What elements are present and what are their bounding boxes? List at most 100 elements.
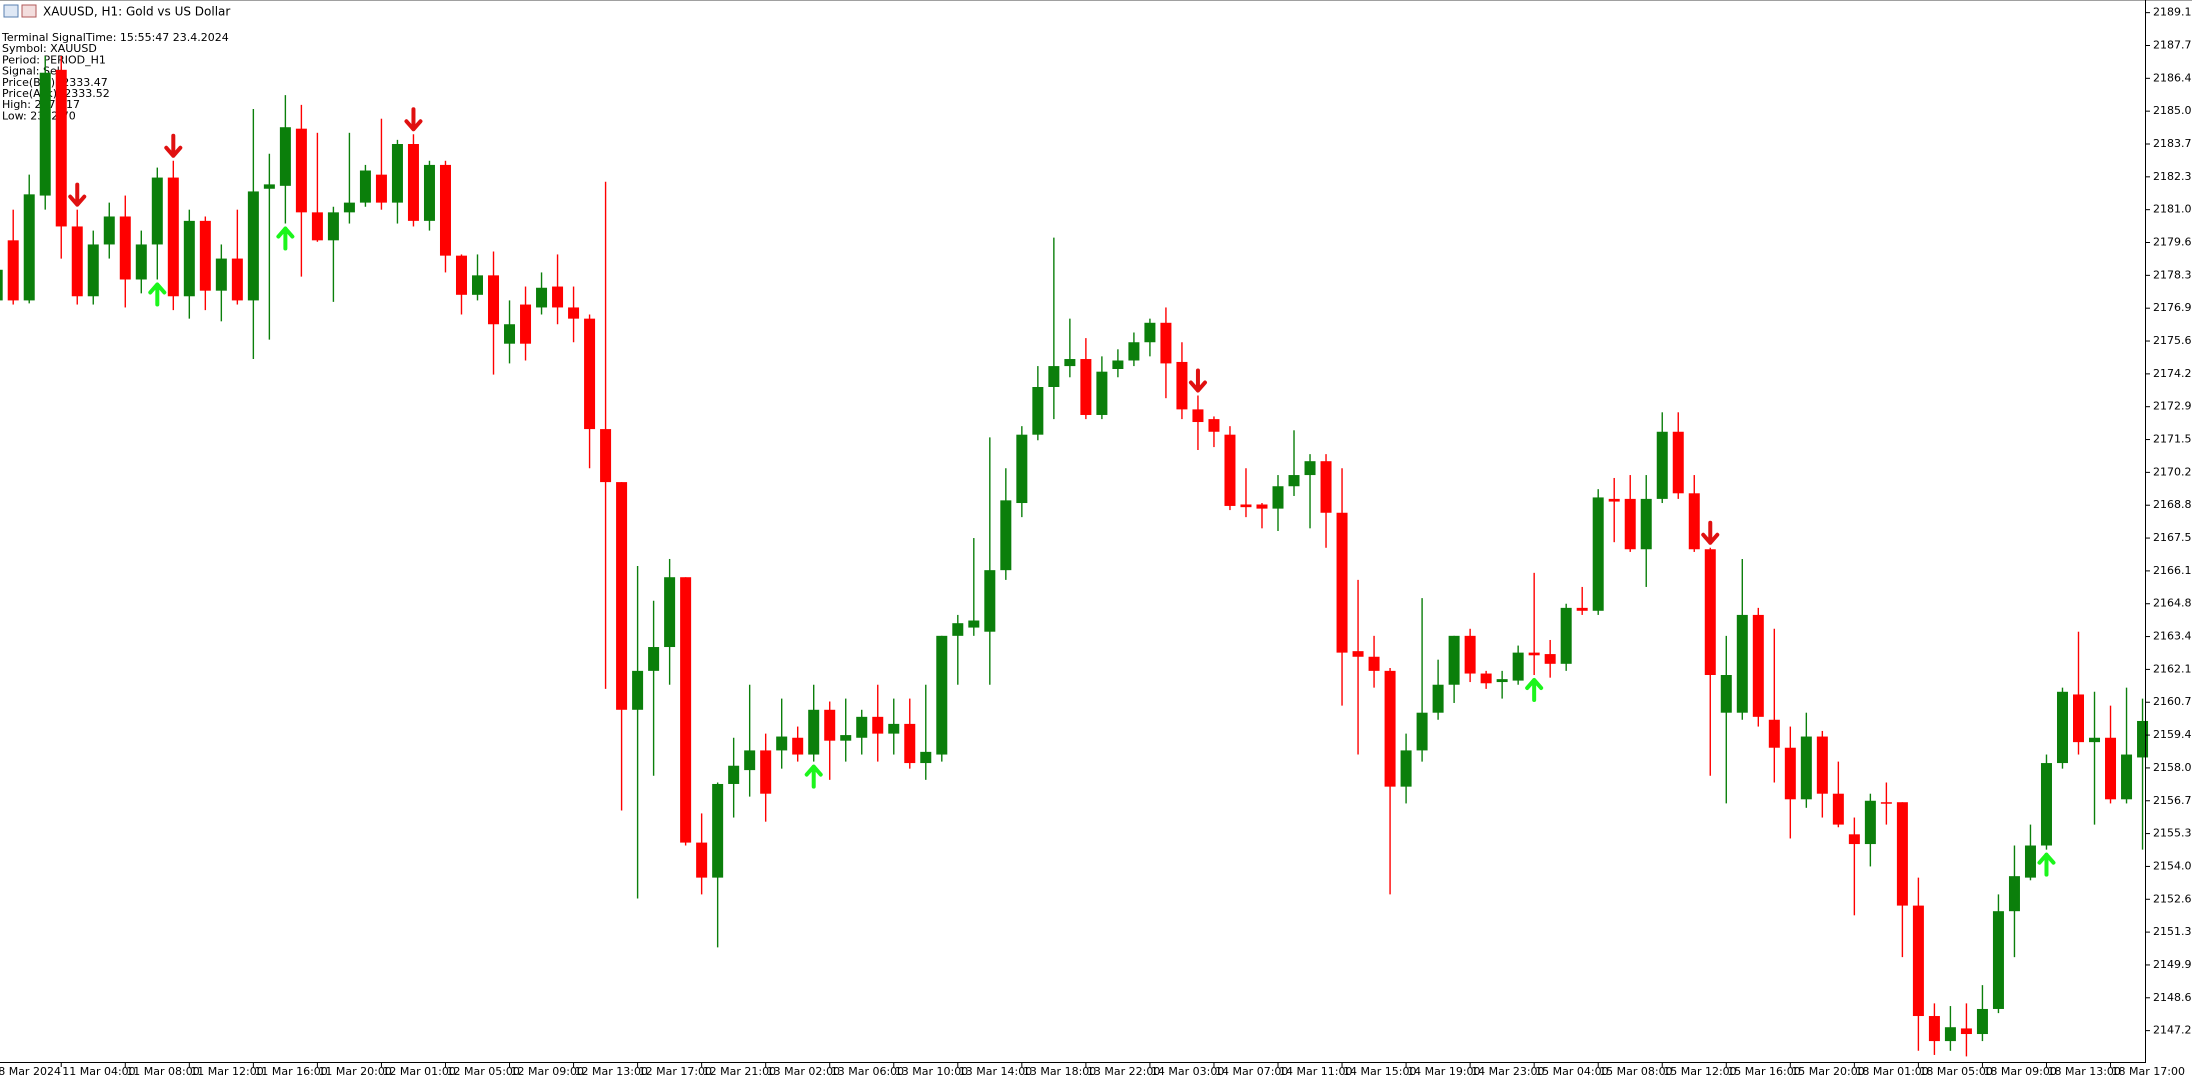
candle-body (1448, 635, 1460, 685)
candle-body (7, 240, 19, 301)
y-tick-label: 2162.10 (2153, 662, 2192, 675)
candle-body (584, 318, 596, 430)
x-tick-label: 13 Mar 18:00 (1023, 1065, 1096, 1078)
x-tick-label: 12 Mar 01:00 (382, 1065, 455, 1078)
candle-body (664, 577, 676, 648)
x-tick-label: 14 Mar 23:00 (1471, 1065, 1544, 1078)
x-tick-label: 15 Mar 04:00 (1535, 1065, 1608, 1078)
candle-body (2105, 737, 2117, 800)
x-tick-label: 13 Mar 10:00 (895, 1065, 968, 1078)
y-tick-label: 2189.10 (2153, 6, 2192, 19)
candle-body (2137, 720, 2149, 758)
y-tick-label: 2152.65 (2153, 892, 2192, 905)
candle-body (1672, 431, 1684, 494)
buy-arrow (2037, 852, 2056, 877)
x-tick-label: 12 Mar 09:00 (511, 1065, 584, 1078)
candle-body (1896, 802, 1908, 906)
candle-body (1208, 419, 1220, 432)
candle-body (632, 670, 644, 710)
x-tick-label: 11 Mar 08:00 (126, 1065, 199, 1078)
candle-body (712, 783, 724, 878)
candle-body (1528, 652, 1540, 656)
candle-body (119, 216, 131, 280)
x-tick-label: 14 Mar 07:00 (1215, 1065, 1288, 1078)
candle-body (616, 482, 628, 710)
candle-body (552, 286, 564, 308)
candle-body (872, 716, 884, 734)
info-line: Period: PERIOD_H1 (2, 53, 106, 66)
candle-body (2056, 691, 2068, 764)
x-tick-label: 15 Mar 08:00 (1599, 1065, 1672, 1078)
candle-body (1464, 635, 1476, 674)
candle-body (1032, 387, 1044, 435)
candle-body (327, 212, 339, 241)
y-tick-label: 2170.20 (2153, 465, 2192, 478)
y-tick-label: 2176.95 (2153, 301, 2192, 314)
candle-body (2073, 694, 2084, 743)
x-tick-label: 18 Mar 05:00 (1919, 1065, 1992, 1078)
y-tick-label: 2156.70 (2153, 794, 2192, 807)
y-tick-label: 2147.25 (2153, 1024, 2192, 1037)
candle-body (1240, 504, 1252, 508)
candle-body (648, 647, 660, 671)
candle-body (1960, 1028, 1972, 1035)
candle-body (1752, 614, 1764, 717)
candle-body (423, 164, 435, 221)
candle-body (247, 191, 259, 301)
candle-body (1640, 498, 1652, 550)
candle-body (1576, 607, 1588, 611)
candle-body (2040, 763, 2052, 846)
candle-body (1160, 322, 1172, 364)
candle-body (183, 220, 195, 297)
x-tick-label: 15 Mar 16:00 (1727, 1065, 1800, 1078)
x-tick-label: 15 Mar 20:00 (1791, 1065, 1864, 1078)
candle-body (1144, 322, 1156, 343)
x-tick-label: 13 Mar 06:00 (831, 1065, 904, 1078)
candle-body (1432, 684, 1444, 713)
y-tick-label: 2172.90 (2153, 400, 2192, 413)
sell-arrow (404, 107, 423, 132)
candle-body (1800, 736, 1812, 800)
buy-arrow (276, 226, 295, 251)
y-tick-label: 2163.45 (2153, 630, 2192, 643)
x-tick-label: 12 Mar 13:00 (575, 1065, 648, 1078)
candle-body (39, 72, 51, 196)
y-tick-label: 2183.70 (2153, 137, 2192, 150)
candle-body (1656, 431, 1668, 499)
candle-body (135, 244, 147, 280)
window-title: XAUUSD, H1: Gold vs US Dollar (43, 5, 230, 19)
y-tick-label: 2166.15 (2153, 564, 2192, 577)
candle-body (968, 620, 980, 628)
y-tick-label: 2160.75 (2153, 695, 2192, 708)
candle-body (23, 194, 35, 301)
y-tick-label: 2148.60 (2153, 991, 2192, 1004)
buy-arrow (1525, 678, 1544, 702)
x-tick-label: 12 Mar 17:00 (639, 1065, 712, 1078)
candle-body (760, 750, 772, 794)
y-tick-label: 2187.75 (2153, 38, 2192, 51)
candle-body (696, 842, 708, 878)
candle-body (472, 275, 483, 295)
x-tick-label: 14 Mar 15:00 (1343, 1065, 1416, 1078)
candle-body (1064, 359, 1076, 367)
candle-body (343, 202, 355, 213)
candle-body (359, 170, 371, 203)
sell-arrow (164, 133, 183, 158)
candle-body (680, 577, 692, 843)
candle-body (568, 307, 580, 319)
buy-arrow (804, 764, 823, 789)
candle-body (1192, 409, 1204, 423)
candle-body (1416, 712, 1428, 751)
candle-body (55, 69, 67, 227)
candle-body (439, 164, 451, 256)
window-icon[interactable] (3, 4, 19, 18)
candle-body (504, 324, 516, 344)
candle-body (1016, 434, 1028, 504)
candle-body (167, 177, 179, 297)
chart-icon[interactable] (21, 4, 37, 18)
candle-body (279, 127, 291, 186)
y-tick-label: 2151.30 (2153, 925, 2192, 938)
candle-body (263, 184, 275, 189)
